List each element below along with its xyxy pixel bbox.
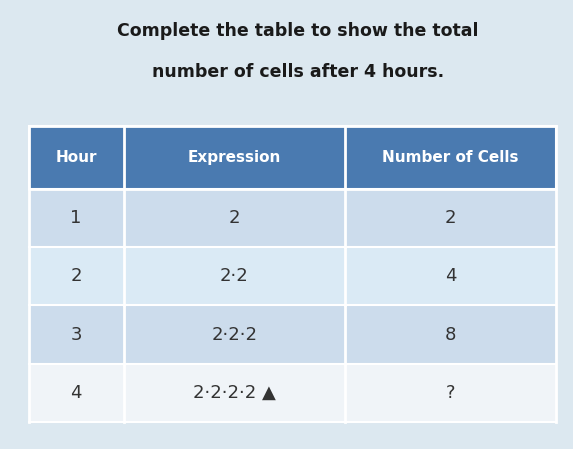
Text: Complete the table to show the total: Complete the table to show the total [117,22,478,40]
Bar [124,189,345,247]
Text: 4: 4 [445,267,456,285]
Bar [345,364,556,422]
Bar [124,126,345,189]
Text: 2·2·2·2 ▲: 2·2·2·2 ▲ [193,384,276,402]
Text: 2: 2 [70,267,82,285]
Text: ?: ? [446,384,455,402]
Bar [29,247,124,305]
Bar [124,305,345,364]
Bar [345,247,556,305]
Bar [29,126,556,189]
Text: 1: 1 [70,209,82,227]
Bar [29,189,124,247]
Text: Expression: Expression [187,150,281,165]
Bar [345,126,556,189]
Text: 8: 8 [445,326,456,343]
Text: 2: 2 [229,209,240,227]
Text: 2: 2 [445,209,456,227]
Text: Hour: Hour [56,150,97,165]
Text: Number of Cells: Number of Cells [382,150,519,165]
Bar [124,247,345,305]
Bar [124,364,345,422]
Text: number of cells after 4 hours.: number of cells after 4 hours. [152,63,444,81]
Bar [345,189,556,247]
Bar [29,126,124,189]
Text: 3: 3 [70,326,82,343]
Bar [345,305,556,364]
Text: 4: 4 [70,384,82,402]
Text: 2·2: 2·2 [220,267,249,285]
Bar [29,364,124,422]
Bar [29,305,124,364]
Text: 2·2·2: 2·2·2 [211,326,257,343]
